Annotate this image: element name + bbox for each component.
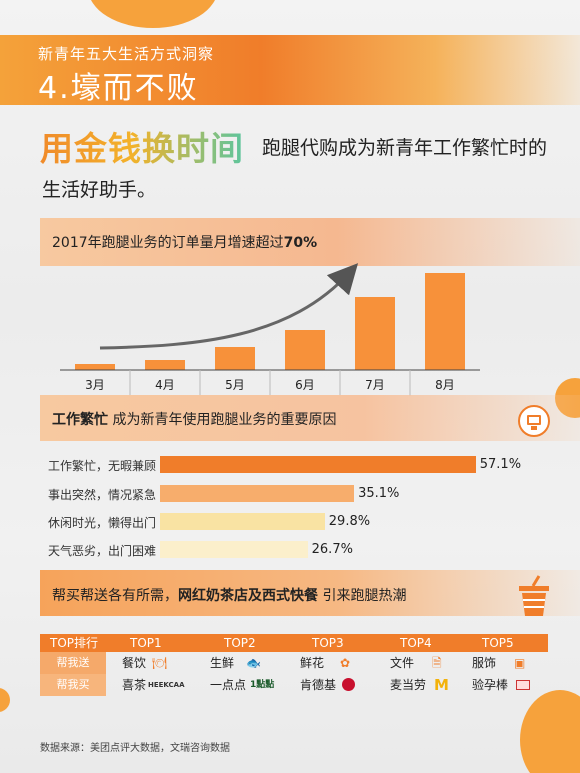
- reason-label: 天气恶劣，出门困难: [48, 544, 157, 558]
- reason-value-label: 26.7%: [311, 542, 353, 557]
- monthly-orders-bar-chart: 3月 4月 5月 6月 7月 8月: [60, 263, 480, 396]
- table-cell: 一点点 1點點: [210, 678, 275, 692]
- section3-text-after: 引来跑腿热潮: [322, 588, 407, 604]
- row-label: 帮我送: [40, 652, 106, 674]
- x-tick-label: 5月: [225, 378, 245, 392]
- table-cell: 验孕棒: [460, 674, 536, 696]
- food-cloche-icon: 🍽: [152, 656, 168, 670]
- bar-5月: [215, 347, 255, 370]
- section3-banner: 帮买帮送各有所需，网红奶茶店及西式快餐 引来跑腿热潮: [40, 570, 580, 616]
- fish-icon: 🐟: [246, 656, 261, 670]
- headline-text-line2: 生活好助手。: [42, 179, 157, 201]
- section1-text: 2017年跑腿业务的订单量月增速超过70%: [52, 232, 317, 252]
- header-title: 4.壕而不败: [38, 71, 199, 106]
- header-rank: TOP排行: [50, 636, 99, 650]
- table-row: 帮我送 餐饮 🍽 生鲜 🐟 鲜花 ✿ 文件 🗎 服饰 ▣: [40, 652, 548, 674]
- growth-arrow: [99, 263, 359, 350]
- header-subtitle: 新青年五大生活方式洞察: [38, 45, 215, 63]
- bag-icon: ▣: [514, 656, 526, 670]
- table-cell: 文件 🗎: [390, 656, 442, 670]
- bar-8月: [425, 273, 465, 370]
- section1-highlight: 70%: [283, 235, 318, 251]
- reason-value-label: 57.1%: [479, 457, 522, 472]
- kfc-logo: [342, 678, 355, 691]
- computer-icon: [518, 405, 550, 437]
- table-cell: 生鲜 🐟: [210, 656, 261, 670]
- reason-bar: [160, 541, 308, 558]
- table-cell: 喜茶 HEEKCAA: [122, 678, 185, 692]
- decor-circle: [520, 690, 580, 773]
- headline-big: 用金钱换时间: [40, 122, 244, 170]
- bar-6月: [285, 330, 325, 370]
- x-tick-label: 8月: [435, 378, 455, 392]
- section3-text: 帮买帮送各有所需，网红奶茶店及西式快餐 引来跑腿热潮: [52, 585, 406, 605]
- reason-label: 事出突然，情况紧急: [48, 488, 157, 502]
- header-top4: TOP4: [400, 636, 432, 650]
- reason-row: 事出突然，情况紧急 35.1%: [40, 484, 560, 504]
- document-icon: 🗎: [432, 656, 442, 670]
- reason-row: 休闲时光，懒得出门 29.8%: [40, 512, 560, 532]
- header-top3: TOP3: [312, 636, 344, 650]
- table-row: 帮我买 喜茶 HEEKCAA 一点点 1點點 肯德基 麦当劳 M 验孕棒: [40, 674, 548, 696]
- reason-label: 工作繁忙，无暇兼顾: [48, 459, 157, 473]
- header-top2: TOP2: [224, 636, 256, 650]
- x-tick-label: 7月: [365, 378, 385, 392]
- headline-text-line1: 跑腿代购成为新青年工作繁忙时的: [262, 137, 548, 159]
- section2-text: 工作繁忙 成为新青年使用跑腿业务的重要原因: [52, 409, 336, 429]
- data-source-note: 数据来源：美团点评大数据，文瑞咨询数据: [40, 743, 230, 754]
- decor-circle: [0, 688, 10, 712]
- top-table-header: TOP排行 TOP1 TOP2 TOP3 TOP4 TOP5: [40, 634, 548, 652]
- x-tick-label: 3月: [85, 378, 105, 392]
- row-label: 帮我买: [40, 674, 106, 696]
- reason-value-label: 29.8%: [328, 514, 371, 529]
- reason-row: 工作繁忙，无暇兼顾 57.1%: [40, 455, 560, 475]
- reason-row: 天气恶劣，出门困难 26.7%: [40, 540, 560, 560]
- section2-banner: 工作繁忙 成为新青年使用跑腿业务的重要原因: [40, 395, 580, 441]
- table-cell: 鲜花 ✿: [300, 656, 351, 670]
- reason-value-label: 35.1%: [358, 486, 400, 501]
- mcdonalds-logo: M: [434, 676, 449, 694]
- section1-text-main: 2017年跑腿业务的订单量月增速超过: [52, 235, 284, 251]
- table-cell: 肯德基: [286, 674, 376, 696]
- section2-text-main: 成为新青年使用跑腿业务的重要原因: [112, 412, 337, 428]
- table-cell: 服饰 ▣: [472, 656, 526, 670]
- header-band: 新青年五大生活方式洞察 4.壕而不败: [0, 35, 580, 106]
- table-cell: 麦当劳 M: [390, 676, 449, 694]
- decor-circle: [88, 0, 218, 28]
- section1-banner: 2017年跑腿业务的订单量月增速超过70%: [40, 218, 580, 266]
- x-tick-label: 4月: [155, 378, 175, 392]
- bar-3月: [75, 364, 115, 370]
- header-top5: TOP5: [482, 636, 514, 650]
- section3-text-before: 帮买帮送各有所需，: [52, 588, 178, 604]
- flower-icon: ✿: [340, 656, 351, 670]
- yidiandian-logo: 1點點: [250, 680, 275, 690]
- reason-bar: [160, 513, 325, 530]
- section2-highlight: 工作繁忙: [52, 412, 108, 428]
- reason-bar: [160, 456, 476, 473]
- heekcaa-logo: HEEKCAA: [148, 681, 185, 689]
- drink-cup-icon: [519, 575, 549, 616]
- bar-7月: [355, 297, 395, 370]
- x-tick-label: 6月: [295, 378, 315, 392]
- bar-4月: [145, 360, 185, 370]
- reason-label: 休闲时光，懒得出门: [48, 516, 157, 530]
- reason-bar: [160, 485, 355, 502]
- section3-highlight: 网红奶茶店及西式快餐: [178, 588, 318, 604]
- test-box-icon: [516, 680, 530, 690]
- top-ranking-table: TOP排行 TOP1 TOP2 TOP3 TOP4 TOP5 帮我送 餐饮 🍽 生…: [40, 634, 548, 696]
- header-top1: TOP1: [130, 636, 162, 650]
- table-cell: 餐饮 🍽: [122, 656, 168, 670]
